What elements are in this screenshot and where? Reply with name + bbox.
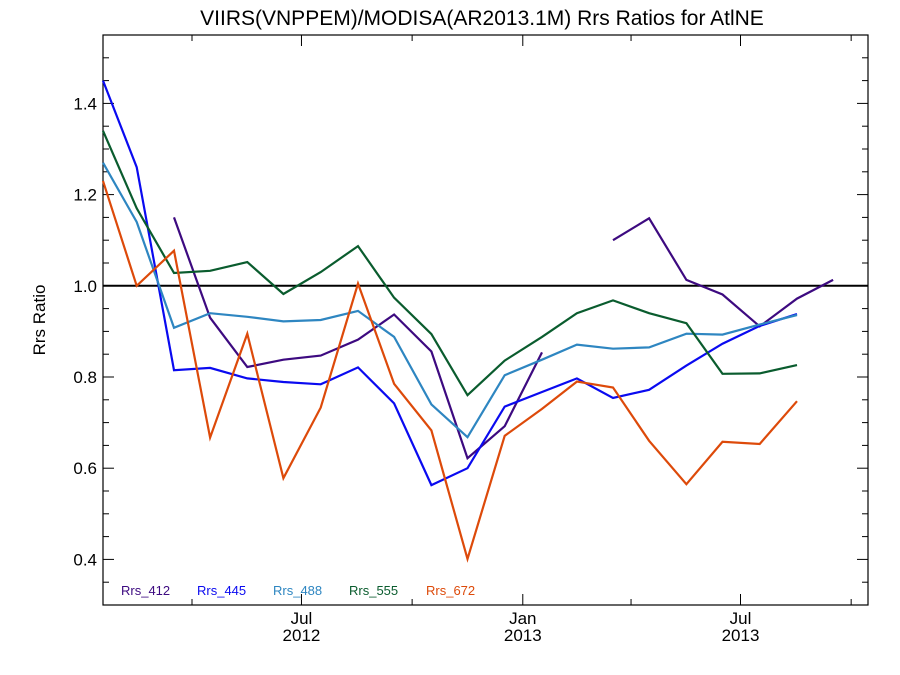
legend-item-rrs-445: Rrs_445: [197, 583, 246, 598]
x-tick-label-year: 2013: [722, 626, 760, 645]
y-tick-label: 0.4: [73, 550, 97, 569]
x-tick-label-month: Jul: [291, 609, 313, 628]
legend-item-rrs-488: Rrs_488: [273, 583, 322, 598]
chart-title: VIIRS(VNPPEM)/MODISA(AR2013.1M) Rrs Rati…: [200, 7, 764, 30]
y-tick-label: 1.4: [73, 94, 97, 113]
x-tick-label-year: 2013: [504, 626, 542, 645]
plot-area: 0.40.60.81.01.21.4Jul2012Jan2013Jul2013R…: [73, 34, 869, 645]
series-line-rrs-488: [102, 162, 798, 439]
legend-item-rrs-412: Rrs_412: [121, 583, 170, 598]
legend-item-rrs-672: Rrs_672: [426, 583, 475, 598]
series-line-rrs-445: [101, 80, 798, 487]
y-tick-label: 1.2: [73, 186, 97, 205]
y-tick-label: 0.8: [73, 368, 97, 387]
y-axis-label: Rrs Ratio: [30, 285, 49, 356]
series-line-rrs-555: [101, 130, 798, 397]
x-tick-label-month: Jul: [730, 609, 752, 628]
series-line-rrs-672: [101, 180, 798, 563]
y-tick-label: 0.6: [73, 459, 97, 478]
x-tick-label-month: Jan: [509, 609, 536, 628]
plot-frame: [102, 34, 869, 606]
y-tick-label: 1.0: [73, 277, 97, 296]
legend-item-rrs-555: Rrs_555: [349, 583, 398, 598]
x-tick-label-year: 2012: [283, 626, 321, 645]
